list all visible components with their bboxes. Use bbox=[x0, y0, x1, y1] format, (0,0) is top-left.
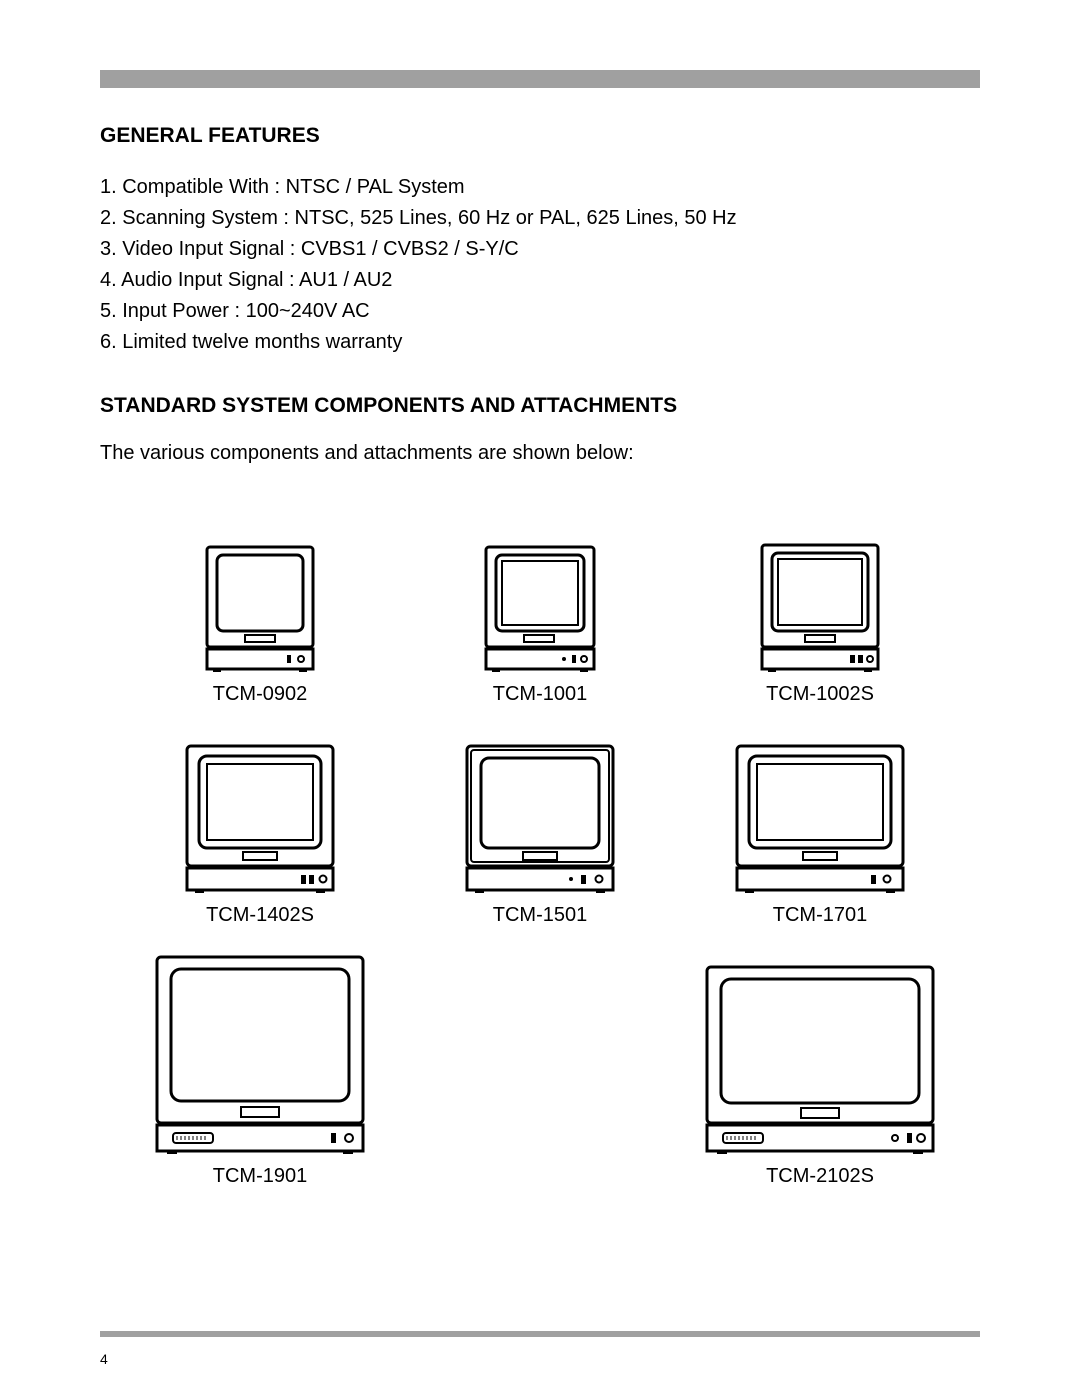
components-grid: TCM-0902 TCM-1001 bbox=[100, 513, 980, 1188]
header-bar bbox=[100, 70, 980, 88]
monitor-icon bbox=[760, 513, 880, 673]
page-number: 4 bbox=[100, 1351, 108, 1367]
monitor-icon bbox=[155, 955, 365, 1155]
component-label: TCM-1701 bbox=[773, 904, 867, 927]
feature-item: 5. Input Power : 100~240V AC bbox=[100, 296, 980, 327]
monitor-icon bbox=[705, 955, 935, 1155]
component-label: TCM-1901 bbox=[213, 1165, 307, 1188]
monitor-icon bbox=[185, 734, 335, 894]
components-intro: The various components and attachments a… bbox=[100, 442, 980, 465]
feature-item: 4. Audio Input Signal : AU1 / AU2 bbox=[100, 265, 980, 296]
component-cell: TCM-1701 bbox=[690, 734, 950, 927]
component-label: TCM-0902 bbox=[213, 683, 307, 706]
feature-item: 1. Compatible With : NTSC / PAL System bbox=[100, 172, 980, 203]
feature-item: 6. Limited twelve months warranty bbox=[100, 327, 980, 358]
component-cell: TCM-1402S bbox=[130, 734, 390, 927]
component-cell: TCM-2102S bbox=[690, 955, 950, 1188]
general-features-list: 1. Compatible With : NTSC / PAL System 2… bbox=[100, 172, 980, 358]
component-label: TCM-1001 bbox=[493, 683, 587, 706]
component-cell: TCM-1002S bbox=[690, 513, 950, 706]
monitor-icon bbox=[484, 513, 596, 673]
component-label: TCM-2102S bbox=[766, 1165, 874, 1188]
monitor-icon bbox=[735, 734, 905, 894]
component-cell: TCM-1001 bbox=[410, 513, 670, 706]
general-features-heading: GENERAL FEATURES bbox=[100, 124, 980, 148]
monitor-icon bbox=[465, 734, 615, 894]
component-cell: TCM-1501 bbox=[410, 734, 670, 927]
feature-item: 3. Video Input Signal : CVBS1 / CVBS2 / … bbox=[100, 234, 980, 265]
monitor-icon bbox=[205, 513, 315, 673]
component-label: TCM-1402S bbox=[206, 904, 314, 927]
component-label: TCM-1002S bbox=[766, 683, 874, 706]
component-cell: TCM-1901 bbox=[130, 955, 390, 1188]
footer-bar bbox=[100, 1331, 980, 1337]
component-cell: TCM-0902 bbox=[130, 513, 390, 706]
feature-item: 2. Scanning System : NTSC, 525 Lines, 60… bbox=[100, 203, 980, 234]
component-label: TCM-1501 bbox=[493, 904, 587, 927]
components-heading: STANDARD SYSTEM COMPONENTS AND ATTACHMEN… bbox=[100, 394, 980, 418]
